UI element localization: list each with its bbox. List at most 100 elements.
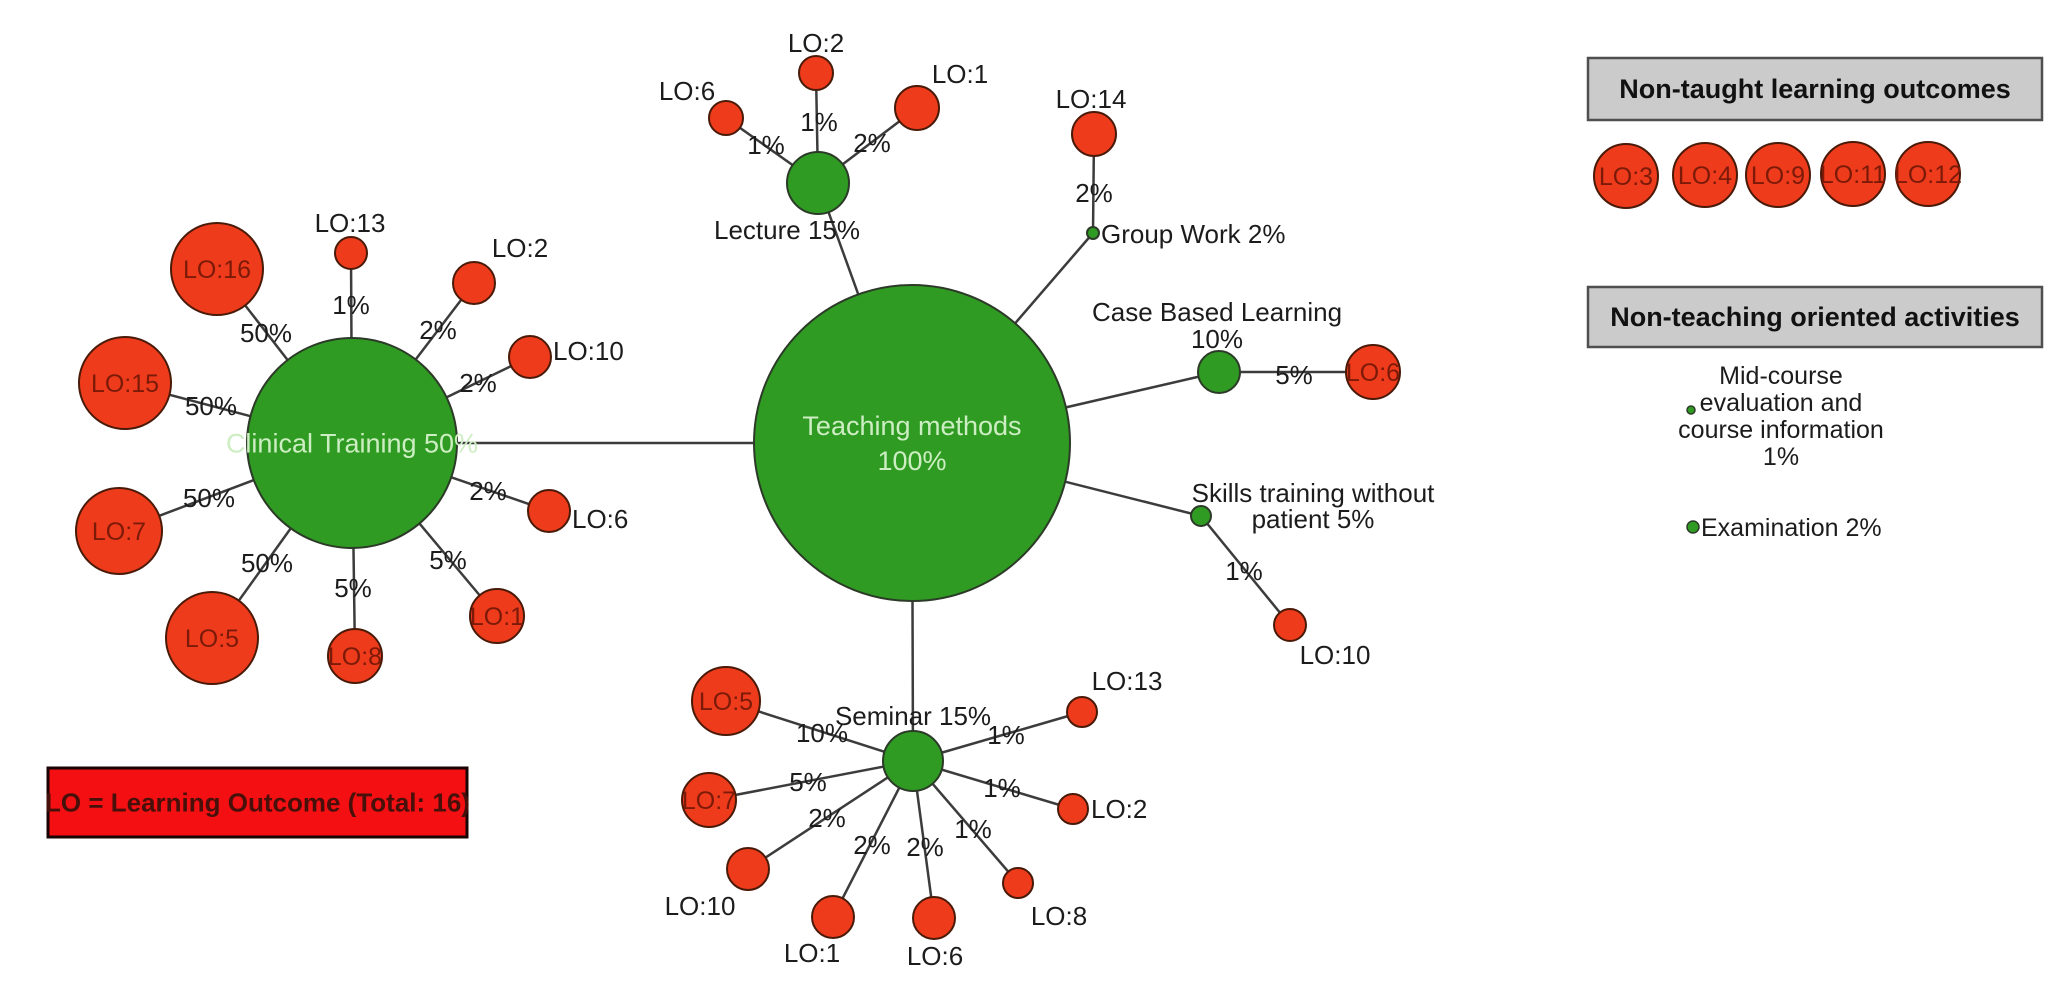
activity-examination-label: Examination 2% [1701,514,1882,542]
node-sem-lo5-label: LO:5 [699,688,753,716]
node-sem-lo10-label: LO:10 [665,891,736,921]
node-skills-training-label: Skills training without [1192,478,1436,508]
node-st-lo10-label: LO:10 [1300,640,1371,670]
activity-mid-course-evaluation-dot [1686,405,1696,415]
node-ct-lo8-label: LO:8 [328,643,382,671]
node-group-work-label: Group Work 2% [1101,219,1285,249]
node-st-lo10-circle [1273,608,1307,642]
edge-label-lecture--lec-lo2: 1% [800,107,838,137]
node-lec-lo1-label: LO:1 [932,59,988,89]
labels-layer: 1%2%2%2%5%5%50%50%50%50%1%1%2%2%5%1%10%5… [45,28,2020,971]
edge-label-skills-training--st-lo10: 1% [1225,556,1263,586]
legend-label: LO = Learning Outcome (Total: 16) [45,788,470,818]
activity-mid-course-evaluation-label: course information [1678,416,1884,444]
node-ct-lo1-circle [469,588,525,644]
edge-label-clinical-training--ct-lo6: 2% [469,476,507,506]
shapes-layer [46,55,2044,940]
node-ct-lo2-circle [452,261,496,305]
node-seminar-circle [882,730,944,792]
node-sem-lo10-circle [726,847,770,891]
edge-label-seminar--sem-lo6: 2% [906,832,944,862]
edge-label-seminar--sem-lo13: 1% [987,720,1025,750]
legend-box [46,766,469,839]
node-sem-lo6-circle [912,896,956,940]
panel-non-teaching-activities-box [1586,285,2044,349]
edge-seminar--sem-lo10 [747,759,914,871]
node-lec-lo6-label: LO:6 [659,76,715,106]
edge-label-clinical-training--ct-lo2: 2% [419,315,457,345]
node-ct-lo16-circle [170,222,264,316]
node-sem-lo6-label: LO:6 [907,941,963,971]
node-ct-lo15-circle [78,336,172,430]
edge-seminar--sem-lo7 [708,759,914,802]
edge-label-clinical-training--ct-lo10: 2% [459,368,497,398]
node-teaching-methods-label: 100% [877,446,946,476]
node-cbl-lo6-label: LO:6 [1346,359,1400,387]
edge-label-seminar--sem-lo10: 2% [808,803,846,833]
node-ct-lo6-label: LO:6 [572,504,628,534]
node-seminar-label: Seminar 15% [835,701,991,731]
edge-label-clinical-training--ct-lo7: 50% [183,483,235,513]
node-skills-training-label: patient 5% [1252,504,1375,534]
node-sem-lo2-label: LO:2 [1091,794,1147,824]
edge-label-clinical-training--ct-lo16: 50% [240,318,292,348]
node-ct-lo10-circle [508,335,552,379]
edge-label-case-based-learning--cbl-lo6: 5% [1275,360,1313,390]
edge-label-clinical-training--ct-lo8: 5% [334,573,372,603]
edge-skills-training--st-lo10 [1200,515,1291,626]
activity-mid-course-evaluation-label: Mid-course [1719,362,1843,390]
panel-non-taught-outcomes-title: Non-taught learning outcomes [1619,74,2011,104]
node-sem-lo7-label: LO:7 [682,787,736,815]
node-nt-lo11-label: LO:11 [1820,161,1886,189]
edge-label-lecture--lec-lo6: 1% [747,130,785,160]
node-sem-lo13-circle [1066,696,1098,728]
node-ct-lo7-circle [75,487,163,575]
node-case-based-learning-circle [1197,350,1241,394]
node-sem-lo2-circle [1057,793,1089,825]
node-nt-lo9-label: LO:9 [1751,162,1805,190]
node-nt-lo12-label: LO:12 [1894,161,1962,189]
edge-label-seminar--sem-lo1: 2% [853,830,891,860]
node-ct-lo13-label: LO:13 [315,208,386,238]
node-lec-lo2-circle [798,55,834,91]
node-nt-lo11-circle [1820,141,1886,207]
activity-mid-course-evaluation-label: 1% [1763,443,1799,471]
node-lec-lo1-circle [894,85,940,131]
edge-label-seminar--sem-lo8: 1% [954,814,992,844]
node-ct-lo5-circle [165,591,259,685]
node-ct-lo8-circle [327,628,383,684]
node-nt-lo12-circle [1895,141,1961,207]
node-ct-lo5-label: LO:5 [185,625,239,653]
node-sem-lo1-label: LO:1 [784,938,840,968]
node-lecture-label: Lecture 15% [714,215,860,245]
node-nt-lo4-label: LO:4 [1678,162,1732,190]
node-case-based-learning-label: 10% [1191,324,1243,354]
node-clinical-training-circle [246,337,458,549]
node-cbl-lo6-circle [1345,344,1401,400]
activity-mid-course-evaluation-label: evaluation and [1700,389,1863,417]
node-sem-lo5-circle [691,666,761,736]
edge-label-seminar--sem-lo7: 5% [789,767,827,797]
node-skills-training-circle [1190,505,1212,527]
node-sem-lo8-label: LO:8 [1031,901,1087,931]
node-sem-lo7-circle [681,772,737,828]
edge-label-clinical-training--ct-lo13: 1% [332,290,370,320]
node-case-based-learning-label: Case Based Learning [1092,297,1342,327]
node-ct-lo15-label: LO:15 [91,370,159,398]
node-ct-lo16-label: LO:16 [183,256,251,284]
node-ct-lo7-label: LO:7 [92,518,146,546]
node-teaching-methods-label: Teaching methods [802,411,1021,441]
node-lec-lo2-label: LO:2 [788,28,844,58]
node-nt-lo9-circle [1745,142,1811,208]
node-lecture-circle [786,151,850,215]
node-nt-lo3-label: LO:3 [1599,163,1653,191]
node-sem-lo8-circle [1002,867,1034,899]
node-nt-lo4-circle [1672,142,1738,208]
edge-label-seminar--sem-lo2: 1% [983,773,1021,803]
node-ct-lo13-circle [334,236,368,270]
node-clinical-training-label: Clinical Training 50% [226,428,478,458]
node-lec-lo6-circle [708,100,744,136]
edge-label-clinical-training--ct-lo1: 5% [429,545,467,575]
